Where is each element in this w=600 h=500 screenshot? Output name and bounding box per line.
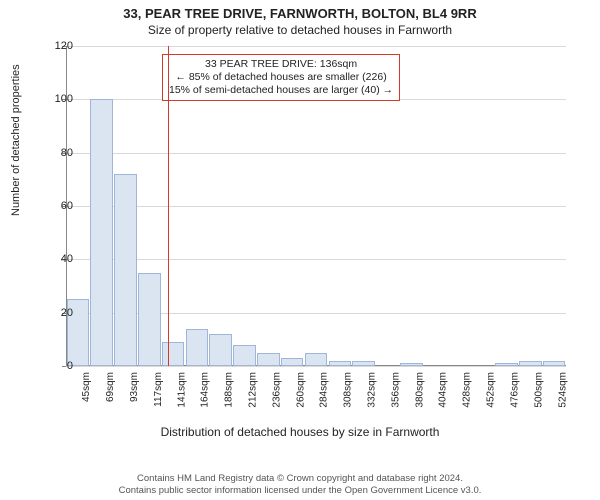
x-tick-label: 164sqm — [200, 372, 211, 408]
bar — [90, 99, 113, 366]
y-tick-label: 20 — [43, 307, 73, 319]
y-tick-label: 0 — [43, 360, 73, 372]
x-tick-label: 356sqm — [390, 372, 401, 408]
bar — [257, 353, 280, 366]
bar — [114, 174, 137, 366]
x-tick-label: 236sqm — [271, 372, 282, 408]
x-tick-label: 332sqm — [367, 372, 378, 408]
y-tick-label: 80 — [43, 147, 73, 159]
x-tick-label: 69sqm — [105, 372, 116, 402]
bar — [233, 345, 256, 366]
title-block: 33, PEAR TREE DRIVE, FARNWORTH, BOLTON, … — [0, 0, 600, 37]
bar — [281, 358, 304, 366]
callout-line1: 33 PEAR TREE DRIVE: 136sqm — [169, 58, 393, 71]
bar — [186, 329, 209, 366]
x-tick-label: 284sqm — [319, 372, 330, 408]
bar — [519, 361, 542, 366]
x-tick-label: 141sqm — [176, 372, 187, 408]
y-tick-label: 40 — [43, 253, 73, 265]
marker-line — [168, 46, 169, 366]
x-tick-label: 428sqm — [462, 372, 473, 408]
callout-line3: 15% of semi-detached houses are larger (… — [169, 84, 393, 97]
bar — [209, 334, 232, 366]
x-tick-label: 117sqm — [152, 372, 163, 407]
x-labels-layer: 45sqm 69sqm 93sqm 117sqm 141sqm 164sqm 188sqm 2… — [66, 368, 566, 428]
x-tick-label: 45sqm — [81, 372, 92, 402]
bar — [329, 361, 352, 366]
gridline — [66, 366, 566, 367]
x-tick-label: 404sqm — [438, 372, 449, 408]
x-tick-label: 476sqm — [509, 372, 520, 408]
chart-area: Number of detached properties 33 PEAR TR… — [38, 46, 578, 446]
bar — [352, 361, 375, 366]
bar — [305, 353, 328, 366]
bar — [495, 363, 518, 366]
title-line2: Size of property relative to detached ho… — [0, 23, 600, 37]
x-tick-label: 500sqm — [533, 372, 544, 408]
footer-line1: Contains HM Land Registry data © Crown c… — [0, 473, 600, 484]
bar — [138, 273, 161, 366]
x-tick-label: 380sqm — [414, 372, 425, 408]
footer-line2: Contains public sector information licen… — [0, 485, 600, 496]
y-tick-label: 100 — [43, 93, 73, 105]
x-tick-label: 452sqm — [486, 372, 497, 408]
y-tick-label: 60 — [43, 200, 73, 212]
callout-line2: ← 85% of detached houses are smaller (22… — [169, 71, 393, 84]
bar — [543, 361, 566, 366]
x-tick-label: 93sqm — [129, 372, 140, 402]
footer-attribution: Contains HM Land Registry data © Crown c… — [0, 473, 600, 496]
title-line1: 33, PEAR TREE DRIVE, FARNWORTH, BOLTON, … — [0, 6, 600, 21]
x-tick-label: 212sqm — [248, 372, 259, 408]
x-tick-label: 260sqm — [295, 372, 306, 408]
bar — [162, 342, 185, 366]
x-tick-label: 188sqm — [224, 372, 235, 408]
y-tick-label: 120 — [43, 40, 73, 52]
x-tick-label: 308sqm — [343, 372, 354, 408]
bar — [400, 363, 423, 366]
x-tick-label: 524sqm — [557, 372, 568, 408]
y-axis-label: Number of detached properties — [10, 64, 22, 216]
plot-region: 33 PEAR TREE DRIVE: 136sqm ← 85% of deta… — [66, 46, 566, 366]
callout-box: 33 PEAR TREE DRIVE: 136sqm ← 85% of deta… — [162, 54, 400, 101]
x-axis-title: Distribution of detached houses by size … — [0, 425, 600, 439]
